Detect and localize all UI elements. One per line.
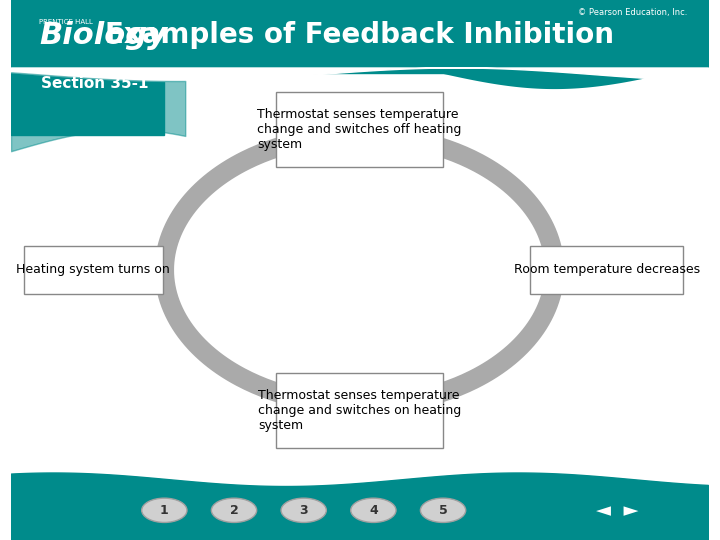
Ellipse shape: [212, 498, 256, 523]
Text: Thermostat senses temperature
change and switches off heating
system: Thermostat senses temperature change and…: [257, 108, 462, 151]
Text: ◄  ►: ◄ ►: [596, 501, 639, 520]
Text: Biology: Biology: [39, 21, 167, 50]
Text: Thermostat senses temperature
change and switches on heating
system: Thermostat senses temperature change and…: [258, 389, 461, 432]
FancyBboxPatch shape: [276, 373, 443, 448]
FancyBboxPatch shape: [530, 246, 683, 294]
FancyBboxPatch shape: [276, 92, 443, 167]
Text: 3: 3: [300, 504, 308, 517]
Text: Examples of Feedback Inhibition: Examples of Feedback Inhibition: [105, 21, 614, 49]
Text: © Pearson Education, Inc.: © Pearson Education, Inc.: [577, 8, 687, 17]
Polygon shape: [11, 54, 708, 89]
FancyBboxPatch shape: [24, 246, 163, 294]
Ellipse shape: [142, 498, 187, 523]
Ellipse shape: [420, 498, 466, 523]
Text: PRENTICE HALL: PRENTICE HALL: [39, 18, 93, 25]
Text: Room temperature decreases: Room temperature decreases: [514, 264, 700, 276]
Text: Heating system turns on: Heating system turns on: [17, 264, 170, 276]
Text: Section 35-1: Section 35-1: [41, 76, 148, 91]
Ellipse shape: [351, 498, 396, 523]
Ellipse shape: [281, 498, 326, 523]
Text: 5: 5: [438, 504, 447, 517]
Bar: [11, 0, 708, 73]
Text: 4: 4: [369, 504, 378, 517]
Bar: [11, 0, 164, 135]
Text: 1: 1: [160, 504, 168, 517]
Text: 2: 2: [230, 504, 238, 517]
